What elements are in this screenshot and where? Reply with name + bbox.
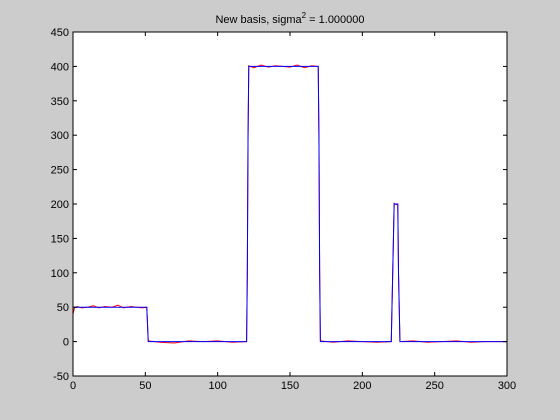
title-superscript: 2 (302, 11, 307, 20)
x-tick-label: 200 (353, 380, 371, 392)
series-line-blue (73, 65, 507, 343)
y-tick-label: 400 (51, 61, 69, 73)
axes-border (72, 31, 508, 377)
chart-title: New basis, sigma2 = 1.000000 (215, 11, 364, 26)
x-tick-label: 300 (498, 380, 516, 392)
title-suffix: = 1.000000 (306, 14, 364, 26)
y-tick-label: 50 (57, 302, 69, 314)
x-tick-label: 150 (281, 380, 299, 392)
y-tick-label: 450 (51, 27, 69, 39)
plot-area (73, 32, 507, 376)
y-tick-label: 150 (51, 233, 69, 245)
x-tick-label: 250 (425, 380, 443, 392)
x-tick-label: 50 (139, 380, 151, 392)
y-tick-label: 100 (51, 268, 69, 280)
title-main: New basis, sigma (215, 14, 302, 26)
y-tick-label: 350 (51, 96, 69, 108)
tick-layer: 0 50 100 150 200 250 300-500501001502002503003… (51, 27, 517, 392)
y-tick-label: 0 (63, 337, 69, 349)
y-tick-label: 250 (51, 165, 69, 177)
y-tick-label: -50 (53, 371, 69, 383)
y-tick-label: 200 (51, 199, 69, 211)
x-tick-label: 100 (208, 380, 226, 392)
y-tick-label: 300 (51, 130, 69, 142)
x-tick-label: 0 (70, 380, 76, 392)
series-layer (72, 64, 507, 344)
